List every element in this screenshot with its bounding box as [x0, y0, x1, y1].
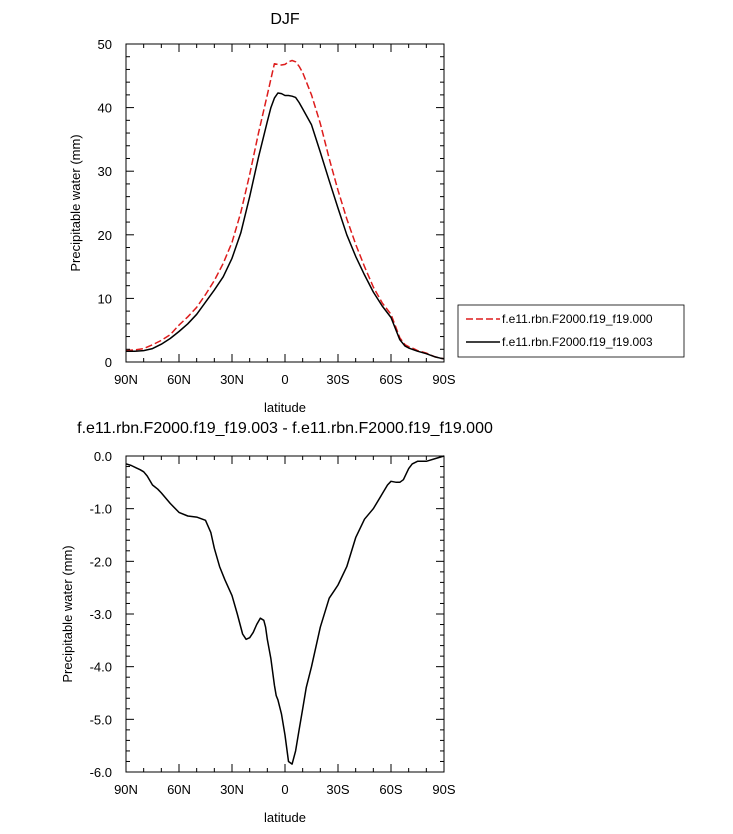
plot-frame [125, 455, 445, 773]
series-line-0 [125, 455, 445, 765]
x-tick-label: 90S [432, 782, 455, 797]
x-axis-label: latitude [264, 400, 306, 415]
y-tick-label: -3.0 [90, 607, 112, 622]
y-tick-label: -2.0 [90, 554, 112, 569]
series-lines [125, 455, 445, 765]
chart-title: f.e11.rbn.F2000.f19_f19.003 - f.e11.rbn.… [77, 420, 493, 437]
y-tick-label: 0 [105, 355, 112, 370]
y-tick-label: 20 [98, 228, 112, 243]
chart-title: DJF [270, 11, 300, 28]
y-axis-label: Precipitable water (mm) [60, 545, 75, 682]
y-tick-label: 50 [98, 37, 112, 52]
plot-frame [125, 43, 445, 363]
x-tick-label: 30N [220, 372, 244, 387]
y-tick-label: -1.0 [90, 502, 112, 517]
series-line-1 [126, 92, 445, 360]
series-line-0 [125, 59, 445, 360]
axis-ticks: 90N 60N 30N 0 30S 60S 90S 0.0 -1.0 -2.0 -3.0 -4.0 -5… [90, 449, 456, 797]
x-tick-label: 60S [379, 782, 402, 797]
x-tick-label: 90N [114, 782, 138, 797]
legend: f.e11.rbn.F2000.f19_f19.000 f.e11.rbn.F2… [457, 304, 685, 358]
x-tick-label: 30S [326, 372, 349, 387]
y-tick-label: 30 [98, 164, 112, 179]
x-tick-label: 30S [326, 782, 349, 797]
y-tick-label: 40 [98, 101, 112, 116]
legend-entry-1: f.e11.rbn.F2000.f19_f19.003 [502, 335, 653, 349]
y-tick-label: -4.0 [90, 660, 112, 675]
x-tick-label: 90N [114, 372, 138, 387]
x-tick-label: 60S [379, 372, 402, 387]
x-axis-label: latitude [264, 810, 306, 825]
legend-entry-0: f.e11.rbn.F2000.f19_f19.000 [502, 312, 653, 326]
x-tick-label: 0 [281, 372, 288, 387]
series-lines [125, 59, 445, 360]
y-tick-label: 10 [98, 291, 112, 306]
x-tick-label: 0 [281, 782, 288, 797]
y-tick-label: -6.0 [90, 765, 112, 780]
panel-bottom: f.e11.rbn.F2000.f19_f19.003 - f.e11.rbn.… [60, 420, 493, 825]
legend-box [457, 304, 685, 358]
x-tick-label: 30N [220, 782, 244, 797]
axis-ticks: 90N 60N 30N 0 30S 60S 90S 0 10 20 30 40 50 [98, 37, 456, 387]
x-tick-label: 90S [432, 372, 455, 387]
y-axis-label: Precipitable water (mm) [68, 134, 83, 271]
x-tick-label: 60N [167, 372, 191, 387]
y-tick-label: -5.0 [90, 712, 112, 727]
panel-top: DJF 90N 60N 30N 0 30S 60S 90S 0 10 20 30 40 50 latit… [68, 11, 685, 415]
x-tick-label: 60N [167, 782, 191, 797]
y-tick-label: 0.0 [94, 449, 112, 464]
